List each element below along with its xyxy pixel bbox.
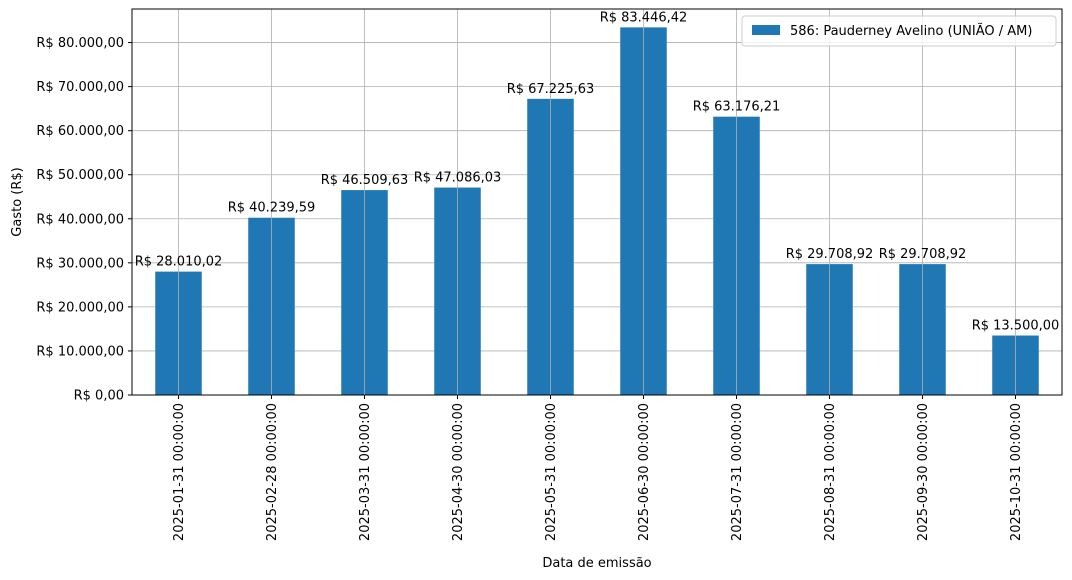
y-tick-label: R$ 80.000,00 (36, 36, 124, 51)
x-tick-label: 2025-04-30 00:00:00 (451, 403, 466, 541)
x-axis-label: Data de emissão (542, 556, 651, 571)
bar-value-label: R$ 67.225,63 (507, 82, 595, 97)
y-tick-label: R$ 10.000,00 (36, 344, 124, 359)
x-tick-label: 2025-08-31 00:00:00 (823, 403, 838, 541)
vertical-grid (178, 9, 1016, 395)
bar-value-label: R$ 46.509,63 (321, 173, 409, 188)
bar-value-label: R$ 83.446,42 (600, 10, 688, 25)
bar-value-label: R$ 29.708,92 (786, 247, 874, 262)
y-axis-label: Gasto (R$) (10, 167, 25, 236)
y-tick-label: R$ 50.000,00 (36, 168, 124, 183)
bar-value-label: R$ 40.239,59 (228, 201, 316, 216)
bar-value-label: R$ 29.708,92 (879, 247, 967, 262)
legend: 586: Pauderney Avelino (UNIÃO / AM) (741, 15, 1057, 47)
x-tick-label: 2025-03-31 00:00:00 (358, 403, 373, 541)
x-tick-label: 2025-07-31 00:00:00 (730, 403, 745, 541)
x-tick-label: 2025-02-28 00:00:00 (265, 403, 280, 541)
x-tick-label: 2025-10-31 00:00:00 (1009, 403, 1024, 541)
y-tick-label: R$ 0,00 (74, 389, 124, 404)
legend-label: 586: Pauderney Avelino (UNIÃO / AM) (790, 23, 1032, 39)
bar-value-label: R$ 47.086,03 (414, 171, 502, 186)
x-tick-label: 2025-09-30 00:00:00 (916, 403, 931, 541)
bar-value-label: R$ 13.500,00 (972, 319, 1060, 334)
bar-value-label: R$ 28.010,02 (135, 255, 223, 270)
y-tick-label: R$ 40.000,00 (36, 212, 124, 227)
y-tick-label: R$ 70.000,00 (36, 80, 124, 95)
y-tick-label: R$ 30.000,00 (36, 256, 124, 271)
x-tick-label: 2025-05-31 00:00:00 (544, 403, 559, 541)
x-tick-label: 2025-06-30 00:00:00 (637, 403, 652, 541)
x-axis-ticks: 2025-01-31 00:00:00 2025-02-28 00:00:00 20… (172, 395, 1024, 541)
data-labels: R$ 28.010,02 R$ 40.239,59 R$ 46.509,63 R$ 4… (135, 10, 1060, 333)
plot-frame (131, 8, 1063, 396)
legend-box (741, 15, 1057, 47)
x-tick-label: 2025-01-31 00:00:00 (172, 403, 187, 541)
bar-value-label: R$ 63.176,21 (693, 100, 781, 115)
y-tick-label: R$ 60.000,00 (36, 124, 124, 139)
y-axis-ticks: R$ 0,00 R$ 10.000,00 R$ 20.000,00 R$ 30.000… (36, 36, 132, 404)
y-tick-label: R$ 20.000,00 (36, 300, 124, 315)
legend-swatch (752, 25, 780, 35)
